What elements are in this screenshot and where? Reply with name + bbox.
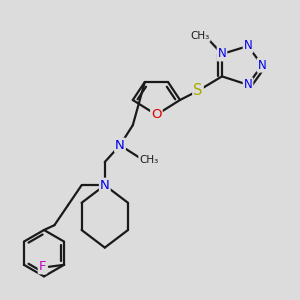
Text: CH₃: CH₃ <box>139 155 158 165</box>
Text: CH₃: CH₃ <box>190 31 210 41</box>
Text: N: N <box>218 47 226 61</box>
Text: F: F <box>39 260 46 273</box>
Text: N: N <box>258 59 266 72</box>
Text: N: N <box>244 40 252 52</box>
Text: N: N <box>244 78 252 91</box>
Text: N: N <box>115 139 125 152</box>
Text: O: O <box>151 108 162 121</box>
Text: N: N <box>100 179 110 192</box>
Text: S: S <box>193 83 203 98</box>
